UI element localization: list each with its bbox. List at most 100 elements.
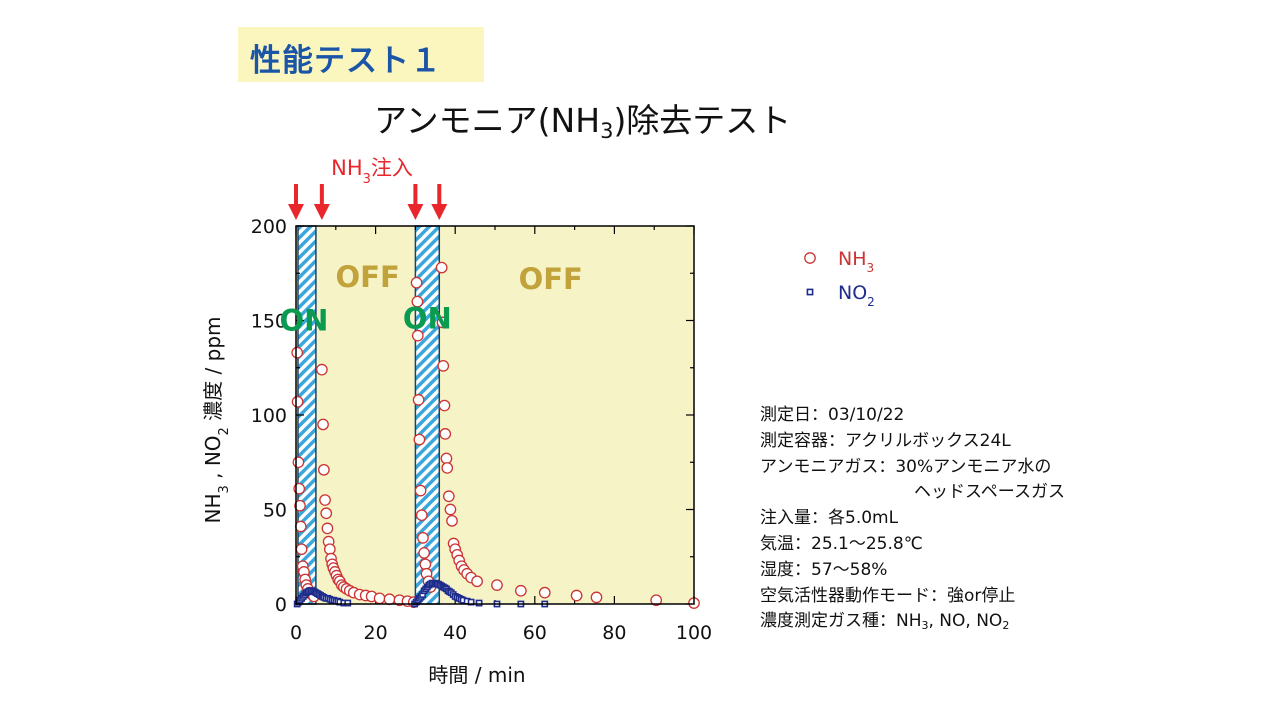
data-point-nh3 xyxy=(570,589,583,602)
data-point-nh3 xyxy=(383,593,396,606)
y-axis-label-part: 濃度 / ppm xyxy=(201,316,225,427)
injection-label-part: 注入 xyxy=(371,156,413,180)
legend-label-part: NO xyxy=(838,282,867,304)
data-point-no2 xyxy=(344,599,352,607)
data-point-nh3 xyxy=(410,276,423,289)
data-point-nh3 xyxy=(413,433,426,446)
info-line-temperature: 気温：25.1～25.8℃ xyxy=(760,533,923,554)
injection-arrow-head xyxy=(288,204,304,220)
data-point-nh3 xyxy=(316,363,328,376)
y-tick-label: 100 xyxy=(251,405,287,427)
data-point-nh3 xyxy=(439,428,452,440)
title-part2: )除去テスト xyxy=(613,101,792,140)
legend-label-part: 2 xyxy=(867,295,875,309)
y-tick-label: 50 xyxy=(263,500,287,522)
data-point-nh3 xyxy=(373,592,386,605)
data-point-nh3 xyxy=(538,586,551,599)
data-point-nh3 xyxy=(441,462,454,474)
data-point-nh3 xyxy=(446,514,458,527)
y-axis-label: NH3 , NO2 濃度 / ppm xyxy=(201,316,232,523)
data-point-nh3 xyxy=(321,522,334,535)
data-point-nh3 xyxy=(437,360,450,372)
injection-arrow-head xyxy=(407,204,424,220)
data-point-nh3 xyxy=(435,261,448,274)
x-tick-label: 40 xyxy=(443,622,467,644)
gas-species-a: 濃度測定ガス種：NH xyxy=(760,611,922,632)
data-point-nh3 xyxy=(436,316,449,329)
data-point-nh3 xyxy=(411,295,424,308)
data-point-nh3 xyxy=(291,395,304,408)
data-point-nh3 xyxy=(320,507,333,520)
x-tick-label: 60 xyxy=(523,622,547,644)
x-tick-label: 80 xyxy=(602,622,626,644)
injection-arrow-head xyxy=(313,204,330,220)
plot-area xyxy=(296,226,694,604)
y-tick-label: 0 xyxy=(275,594,287,616)
region-label-on: ON xyxy=(403,302,452,336)
data-point-nh3 xyxy=(415,509,428,522)
injection-label-part: 3 xyxy=(363,172,371,187)
data-point-nh3 xyxy=(491,579,503,591)
plot-frame xyxy=(295,225,695,605)
info-line-gas-cont: ヘッドスペースガス xyxy=(914,482,1065,503)
data-point-nh3 xyxy=(442,490,455,503)
data-point-nh3 xyxy=(418,547,431,559)
data-point-nh3 xyxy=(411,329,424,342)
x-tick-label: 20 xyxy=(364,622,388,644)
data-point-nh3 xyxy=(412,394,425,406)
title-part1: アンモニア(NH xyxy=(374,101,601,140)
legend-label-part: NH xyxy=(838,248,867,270)
info-line-humidity: 湿度：57～58% xyxy=(760,559,888,580)
info-line-volume: 注入量：各5.0mL xyxy=(760,508,899,529)
region-label-on: ON xyxy=(279,304,328,338)
data-point-nh3 xyxy=(292,456,305,469)
data-point-nh3 xyxy=(515,584,527,597)
region-label-off: OFF xyxy=(335,260,399,294)
gas-species-c: , NO, NO xyxy=(928,611,1003,632)
data-point-nh3 xyxy=(414,484,427,497)
data-point-nh3 xyxy=(438,399,451,412)
series-nh3 xyxy=(291,261,700,609)
injection-arrow-head xyxy=(431,204,448,220)
injection-label: NH3注入 xyxy=(331,156,413,187)
data-point-nh3 xyxy=(417,531,429,544)
x-axis-label: 時間 / min xyxy=(428,663,525,687)
slide-tag-text: 性能テスト１ xyxy=(250,43,442,79)
data-point-nh3 xyxy=(294,499,306,512)
region-label-off: OFF xyxy=(519,262,583,296)
info-line-mode: 空気活性器動作モード：強or停止 xyxy=(760,585,1016,606)
x-tick-label: 0 xyxy=(290,622,302,644)
data-point-nh3 xyxy=(291,346,304,359)
info-line-container: 測定容器：アクリルボックス24L xyxy=(760,430,1011,451)
legend-label-part: 3 xyxy=(867,261,875,275)
data-point-nh3 xyxy=(590,591,603,604)
measurement-info: 測定日：03/10/22 測定容器：アクリルボックス24L アンモニアガス：30… xyxy=(760,403,1065,635)
data-point-nh3 xyxy=(444,503,457,516)
legend-label: NH3 xyxy=(838,248,874,275)
legend-marker-no2 xyxy=(806,288,814,296)
data-point-nh3 xyxy=(318,463,330,476)
injection-label-part: NH xyxy=(331,156,363,180)
info-line-gas: アンモニアガス：30%アンモニア水の xyxy=(760,456,1052,477)
y-axis-label-part: NH xyxy=(201,494,225,524)
x-tick-label: 100 xyxy=(676,622,712,644)
slide-tag: 性能テスト１ xyxy=(238,27,484,82)
data-point-nh3 xyxy=(294,520,307,533)
gas-species-d: 2 xyxy=(1002,619,1010,633)
data-point-nh3 xyxy=(419,558,432,571)
y-tick-label: 200 xyxy=(251,216,287,238)
gas-species-b: 3 xyxy=(921,619,929,633)
data-point-no2 xyxy=(475,599,483,607)
y-axis-label-part: 3 xyxy=(217,485,232,493)
y-tick-label: 150 xyxy=(251,311,287,333)
legend-label: NO2 xyxy=(838,282,875,309)
y-axis-label-part: 2 xyxy=(217,427,232,435)
data-point-nh3 xyxy=(440,452,453,465)
title-subscript: 3 xyxy=(600,119,614,143)
y-axis-label-part: , NO xyxy=(201,435,225,485)
chart-main-title: アンモニア(NH3)除去テスト xyxy=(374,94,791,143)
data-point-nh3 xyxy=(650,594,663,607)
data-point-nh3 xyxy=(319,494,331,506)
legend-marker-nh3 xyxy=(804,252,816,264)
